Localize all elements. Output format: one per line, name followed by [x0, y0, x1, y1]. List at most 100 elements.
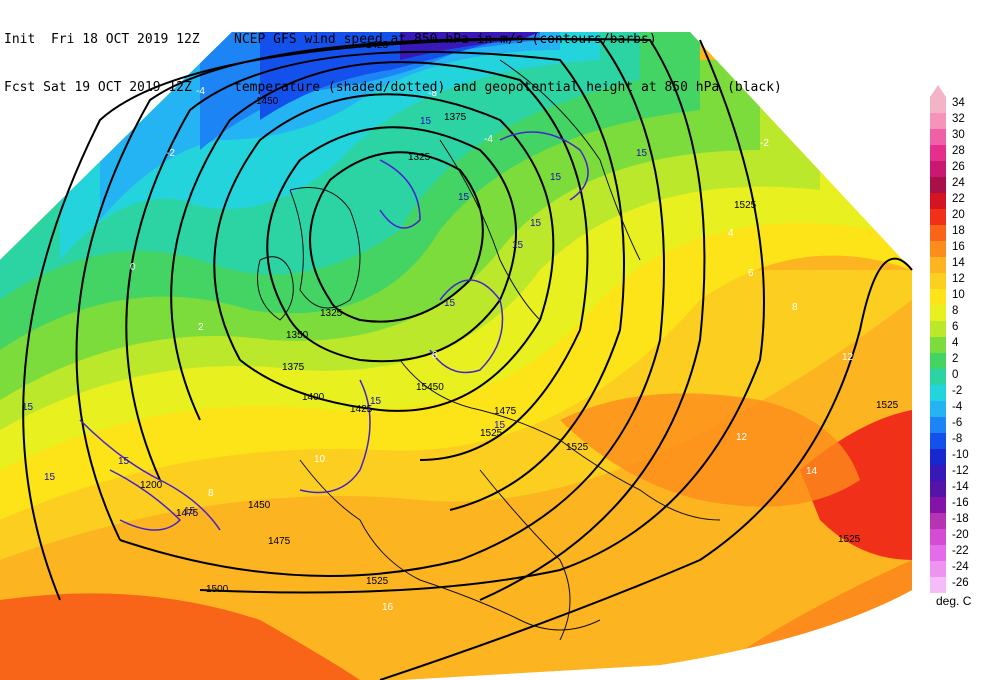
height-label: 1425	[366, 40, 389, 51]
height-label: 1450	[248, 500, 271, 511]
legend-entry: 14	[928, 257, 988, 273]
height-label: 15450	[416, 382, 444, 393]
legend-label: -18	[952, 513, 969, 525]
legend-swatch	[930, 209, 946, 225]
legend-entry: 0	[928, 369, 988, 385]
legend-swatch	[930, 417, 946, 433]
legend-swatch	[930, 305, 946, 321]
legend-swatch	[930, 513, 946, 529]
wind-label: 15	[118, 456, 130, 467]
height-label: 1375	[444, 112, 467, 123]
legend-swatch	[930, 481, 946, 497]
legend-swatch	[930, 545, 946, 561]
height-label: 1525	[480, 428, 503, 439]
wind-label: 15	[636, 148, 648, 159]
legend-swatch	[930, 145, 946, 161]
wind-label: 15	[420, 116, 432, 127]
height-label: 1325	[320, 308, 343, 319]
legend-entry: 4	[928, 337, 988, 353]
legend-entry: -12	[928, 465, 988, 481]
legend-swatch	[930, 321, 946, 337]
temp-label: 4	[728, 228, 734, 239]
legend-label: -22	[952, 545, 969, 557]
legend-label: -26	[952, 577, 969, 589]
temp-label: -4	[484, 134, 493, 145]
legend-entry: 32	[928, 113, 988, 129]
legend-entry: 8	[928, 305, 988, 321]
legend-entry: 22	[928, 193, 988, 209]
wind-contours	[79, 131, 589, 531]
wind-labels: 15 15 15 15 15 15 15 15 15 15 15 15 15	[22, 116, 648, 517]
legend-swatch	[930, 433, 946, 449]
height-label: 1525	[734, 200, 757, 211]
legend-entry: -24	[928, 561, 988, 577]
legend-entry: -10	[928, 449, 988, 465]
legend-label: 12	[952, 273, 965, 285]
wind-label: 15	[512, 240, 524, 251]
temp-label: 0	[130, 262, 136, 273]
title-line-2: temperature (shaded/dotted) and geopoten…	[234, 80, 782, 95]
legend-entry: 2	[928, 353, 988, 369]
wind-label: 15	[494, 420, 506, 431]
height-label-group: 1425 1450 1375 1325 1325 1350 1375 1400 …	[140, 40, 899, 595]
height-label: 1425	[350, 404, 373, 415]
legend-entry: 30	[928, 129, 988, 145]
legend-label: -16	[952, 497, 969, 509]
legend-swatch	[930, 129, 946, 145]
legend-swatch	[930, 337, 946, 353]
legend-swatch	[930, 561, 946, 577]
legend-entry: -2	[928, 385, 988, 401]
legend-entry: 10	[928, 289, 988, 305]
temp-label: 2	[198, 322, 204, 333]
legend-label: 30	[952, 129, 965, 141]
legend-swatch	[930, 465, 946, 481]
legend-swatch	[930, 369, 946, 385]
legend-swatch	[930, 449, 946, 465]
wind-label: 15	[530, 218, 542, 229]
legend-entry: -4	[928, 401, 988, 417]
legend-entry: -26	[928, 577, 988, 593]
legend-swatch	[930, 385, 946, 401]
fcst-label: Fcst Sat 19 OCT 2019 12Z	[4, 80, 192, 95]
legend-entry: 26	[928, 161, 988, 177]
legend-entry: 12	[928, 273, 988, 289]
legend-swatch	[930, 241, 946, 257]
legend-swatch	[930, 401, 946, 417]
legend-swatch	[930, 161, 946, 177]
legend-swatch	[930, 289, 946, 305]
height-label: 1525	[366, 576, 389, 587]
legend-entry: 6	[928, 321, 988, 337]
legend-entry: -8	[928, 433, 988, 449]
legend-units: deg. C	[936, 594, 972, 608]
temp-label: 12	[736, 432, 748, 443]
legend-label: 32	[952, 113, 965, 125]
legend-label: -20	[952, 529, 969, 541]
wind-label: 15	[444, 298, 456, 309]
height-contours	[22, 37, 913, 680]
legend-label: -8	[952, 433, 963, 445]
height-label: 1525	[566, 442, 589, 453]
legend-label: 14	[952, 257, 965, 269]
height-label: 1450	[256, 96, 279, 107]
legend-label: 26	[952, 161, 965, 173]
legend-entry: -14	[928, 481, 988, 497]
legend-entry: 24	[928, 177, 988, 193]
legend-label: -12	[952, 465, 969, 477]
legend-label: 24	[952, 177, 965, 189]
temp-label: 6	[748, 268, 754, 279]
legend-swatch	[930, 225, 946, 241]
legend-swatch	[930, 113, 946, 129]
legend-label: -14	[952, 481, 969, 493]
temp-label: 14	[806, 466, 818, 477]
temp-label: 12	[842, 352, 854, 363]
temp-label: -8	[428, 88, 437, 99]
temp-label: 10	[314, 454, 326, 465]
legend-swatch	[930, 273, 946, 289]
temp-label: 16	[382, 602, 394, 613]
temp-label: -2	[760, 138, 769, 149]
legend-label: 8	[952, 305, 959, 317]
legend-label: 0	[952, 369, 959, 381]
height-label: 1525	[838, 534, 861, 545]
height-label: 1475	[494, 406, 517, 417]
